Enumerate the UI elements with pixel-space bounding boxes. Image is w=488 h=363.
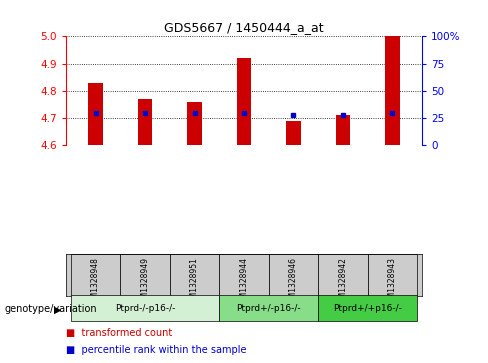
Text: ■  transformed count: ■ transformed count (66, 328, 172, 338)
Text: GSM1328944: GSM1328944 (240, 257, 248, 308)
Bar (187, 102, 202, 145)
Bar (71, 254, 121, 296)
Text: GSM1328942: GSM1328942 (339, 257, 347, 308)
Text: Ptprd+/-p16-/-: Ptprd+/-p16-/- (236, 304, 301, 313)
Bar (336, 115, 350, 145)
Bar (138, 99, 152, 145)
Bar (269, 254, 318, 296)
Text: GSM1328946: GSM1328946 (289, 257, 298, 308)
Text: Ptprd+/+p16-/-: Ptprd+/+p16-/- (333, 304, 402, 313)
Bar (385, 36, 400, 145)
Bar (318, 254, 367, 296)
Bar (88, 83, 103, 145)
Bar (121, 254, 170, 296)
Text: GSM1328948: GSM1328948 (91, 257, 100, 308)
Bar (237, 58, 251, 145)
Text: GSM1328951: GSM1328951 (190, 257, 199, 308)
Bar (219, 254, 269, 296)
Text: GSM1328943: GSM1328943 (388, 257, 397, 308)
Text: ▶: ▶ (54, 304, 61, 314)
Text: GSM1328949: GSM1328949 (141, 257, 149, 308)
Bar (170, 254, 219, 296)
Text: ■  percentile rank within the sample: ■ percentile rank within the sample (66, 345, 246, 355)
Bar (71, 295, 219, 321)
Text: genotype/variation: genotype/variation (5, 304, 98, 314)
Title: GDS5667 / 1450444_a_at: GDS5667 / 1450444_a_at (164, 21, 324, 34)
Bar (286, 121, 301, 145)
Bar (219, 295, 318, 321)
Text: Ptprd-/-p16-/-: Ptprd-/-p16-/- (115, 304, 175, 313)
Bar (318, 295, 417, 321)
Bar (367, 254, 417, 296)
